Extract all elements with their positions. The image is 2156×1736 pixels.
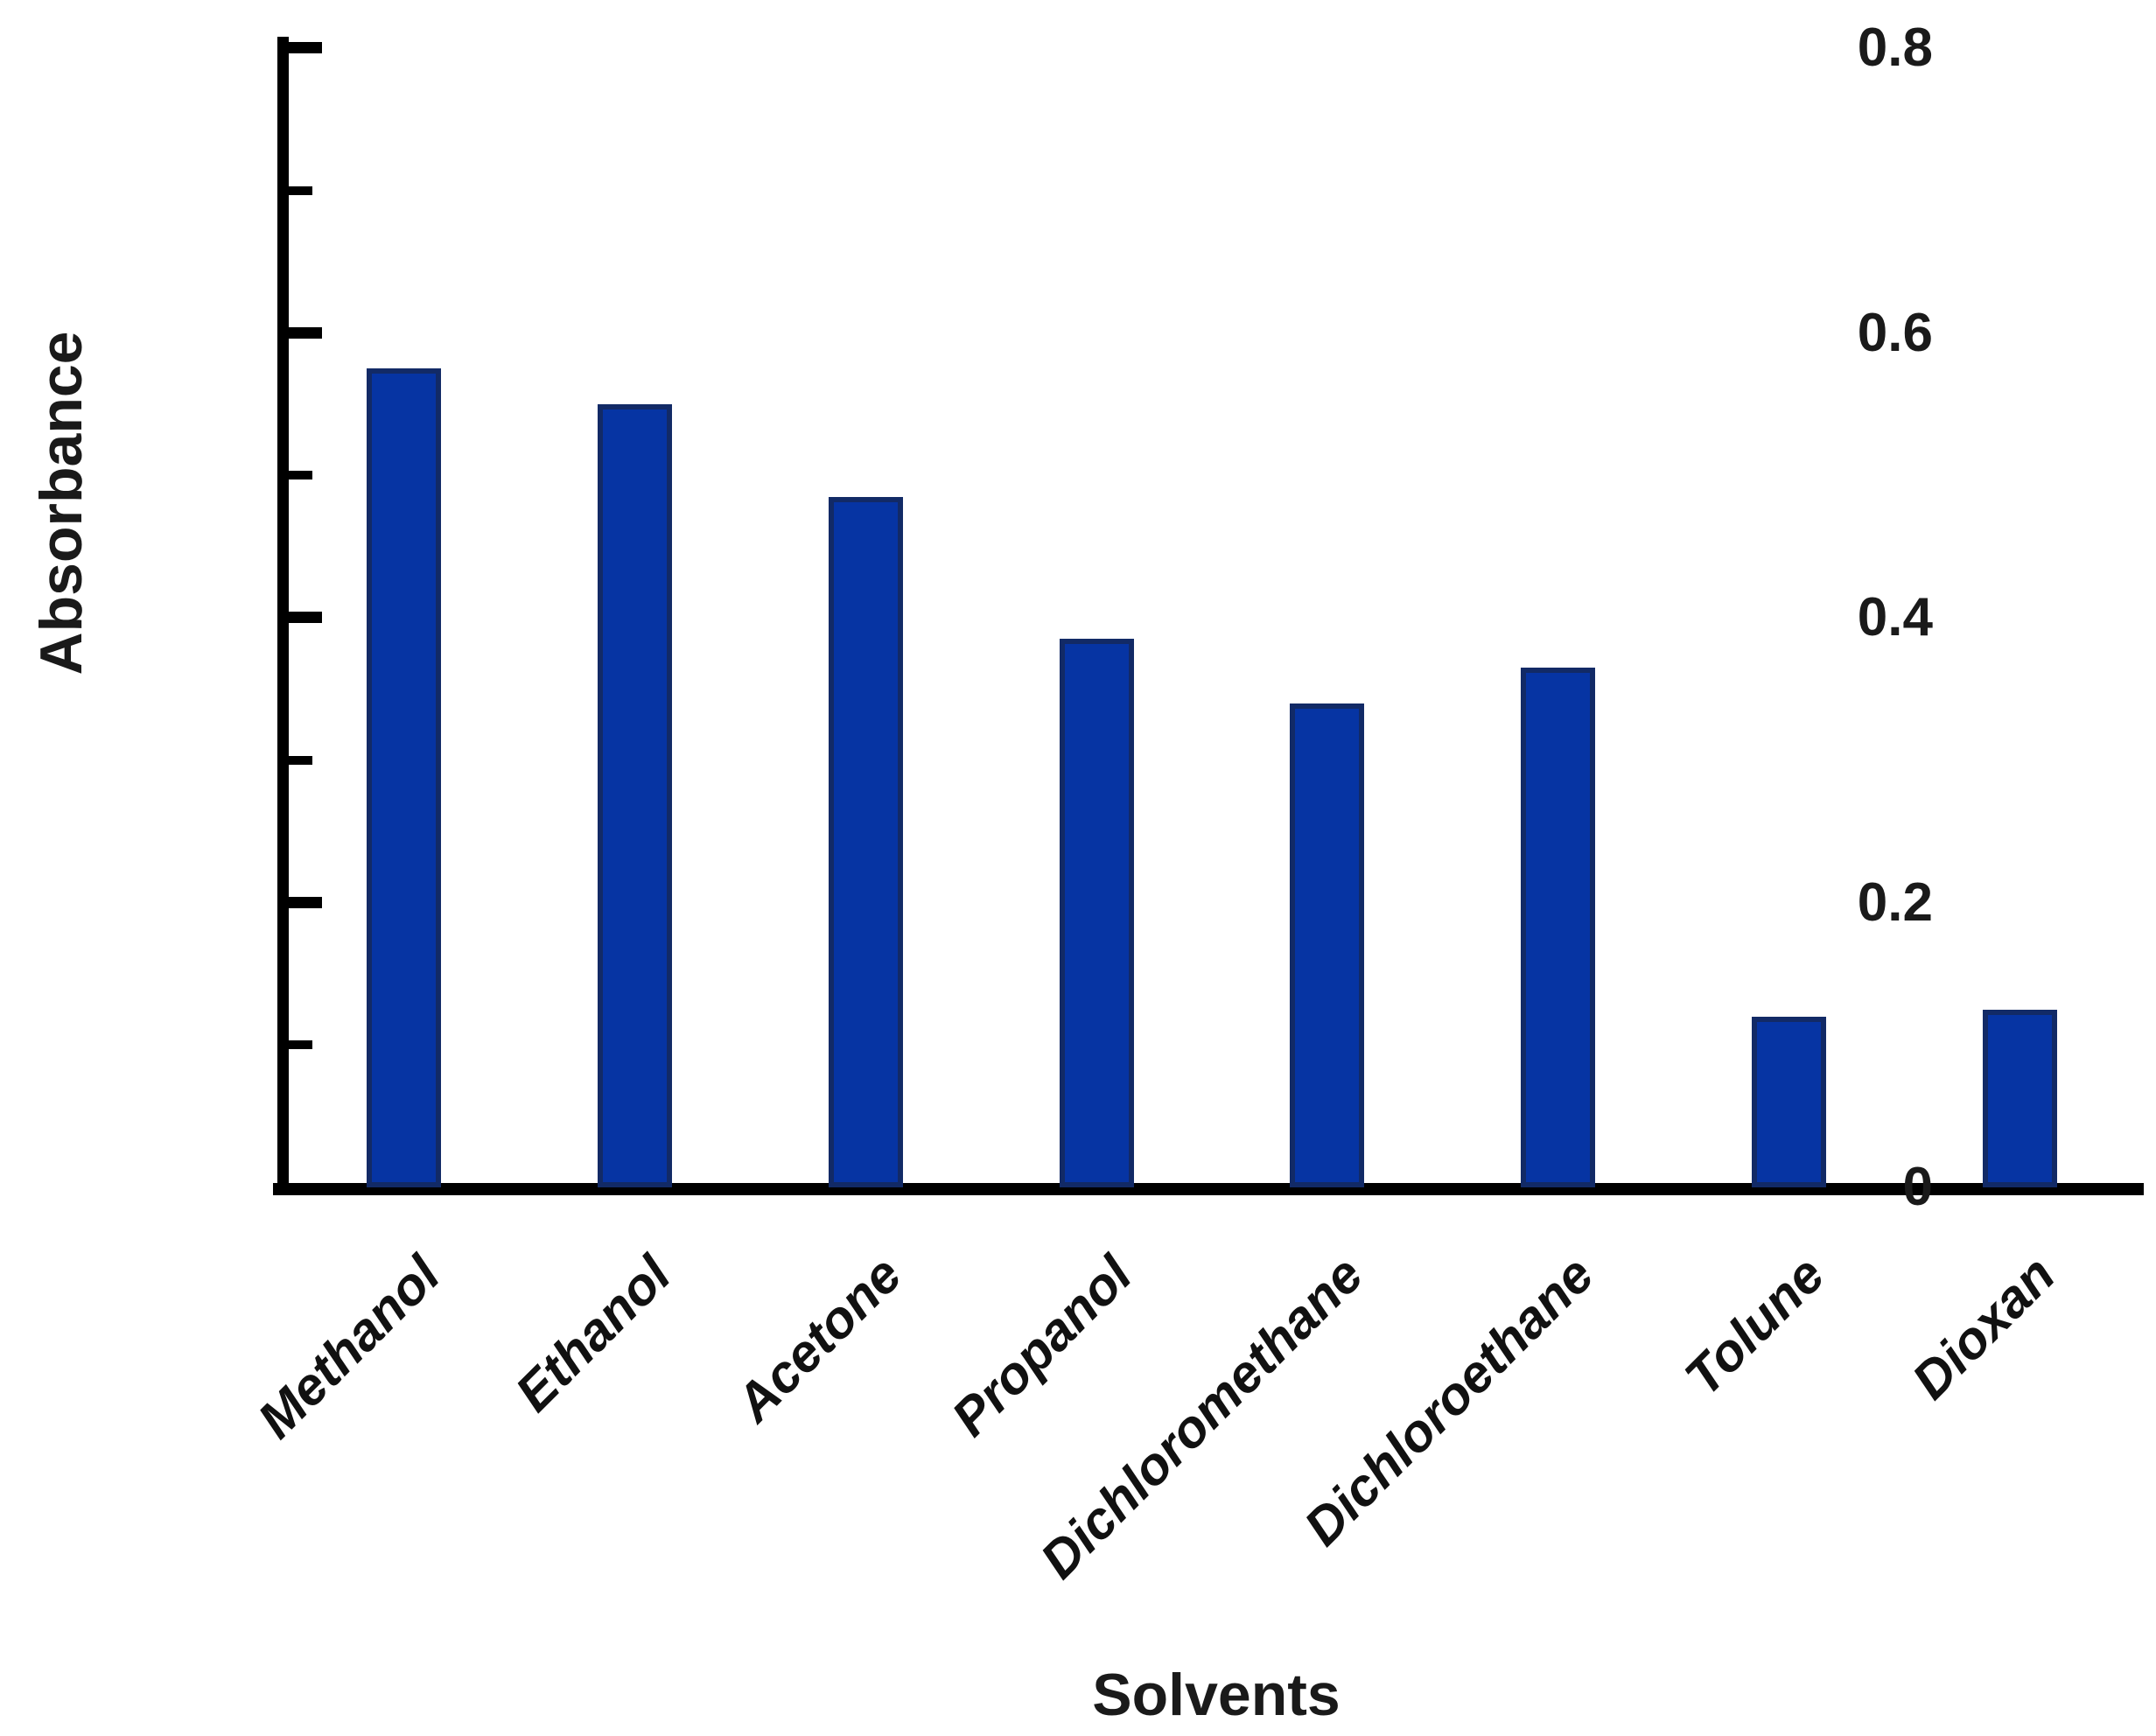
y-tick-minor bbox=[289, 755, 312, 765]
x-axis-line bbox=[273, 1183, 2144, 1195]
y-tick-major bbox=[289, 326, 322, 339]
y-tick-minor bbox=[289, 471, 312, 480]
x-category-label: Ethanol bbox=[503, 1244, 682, 1423]
bar bbox=[1521, 667, 1596, 1187]
y-tick-minor bbox=[289, 1040, 312, 1050]
y-tick-major bbox=[289, 42, 322, 53]
bar bbox=[1751, 1016, 1826, 1187]
y-tick-label: 0.6 bbox=[1857, 302, 1933, 363]
y-tick-label: 0 bbox=[1902, 1157, 1933, 1217]
x-category-label: Propanol bbox=[940, 1244, 1144, 1447]
x-category-label: Dioxan bbox=[1900, 1244, 2067, 1410]
bar bbox=[1059, 639, 1134, 1187]
bar bbox=[367, 368, 442, 1187]
y-tick-label: 0.8 bbox=[1857, 18, 1933, 78]
bar bbox=[1982, 1009, 2057, 1187]
x-category-label: Tolune bbox=[1673, 1244, 1836, 1407]
y-tick-minor bbox=[289, 186, 312, 195]
y-tick-label: 0.4 bbox=[1857, 587, 1933, 648]
y-axis-line bbox=[277, 37, 289, 1195]
y-tick-major bbox=[289, 612, 322, 623]
x-category-label: Acetone bbox=[724, 1244, 913, 1433]
bar bbox=[598, 403, 673, 1187]
x-axis-title: Solvents bbox=[1092, 1662, 1340, 1728]
x-category-label: Methanol bbox=[246, 1244, 451, 1450]
y-tick-label: 0.2 bbox=[1857, 872, 1933, 933]
bar bbox=[828, 496, 903, 1187]
y-axis-title: Absorbance bbox=[28, 331, 94, 676]
y-tick-major bbox=[289, 896, 322, 908]
bar bbox=[1290, 703, 1365, 1187]
